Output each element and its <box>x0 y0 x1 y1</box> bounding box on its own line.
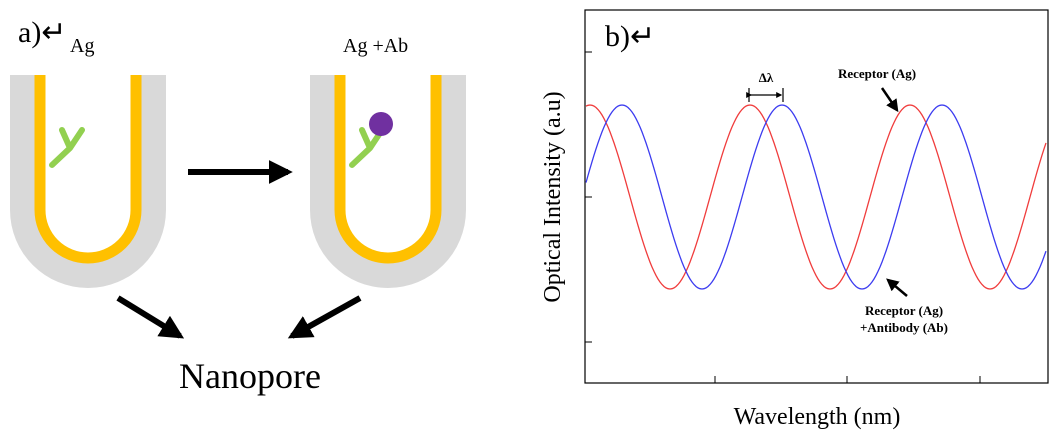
result-label: Nanopore <box>179 356 321 396</box>
receptor-label: Receptor (Ag) <box>838 66 916 81</box>
before-label: Ag <box>70 35 94 57</box>
after-label: Ag +Ab <box>343 35 408 57</box>
shift-bracket <box>746 88 784 102</box>
spectrum-curve <box>585 104 1047 290</box>
arrow <box>116 295 185 339</box>
u-tube-before <box>10 75 166 288</box>
panel-b-label: b)↵ <box>605 20 655 53</box>
panel-a-label: a)↵ <box>18 16 66 49</box>
u-tube-after <box>310 75 466 288</box>
receptor-antibody-label: Receptor (Ag) <box>865 303 943 318</box>
shift-label: Δλ <box>759 70 774 85</box>
arrow <box>886 278 908 297</box>
plot <box>584 9 1049 384</box>
spectrum-curve <box>585 104 1047 290</box>
y-axis-label: Optical Intensity (a.u) <box>540 91 566 302</box>
arrow <box>287 295 362 339</box>
x-axis-label: Wavelength (nm) <box>734 404 901 430</box>
arrow <box>880 87 899 113</box>
receptor-antibody-label: +Antibody (Ab) <box>860 320 948 335</box>
